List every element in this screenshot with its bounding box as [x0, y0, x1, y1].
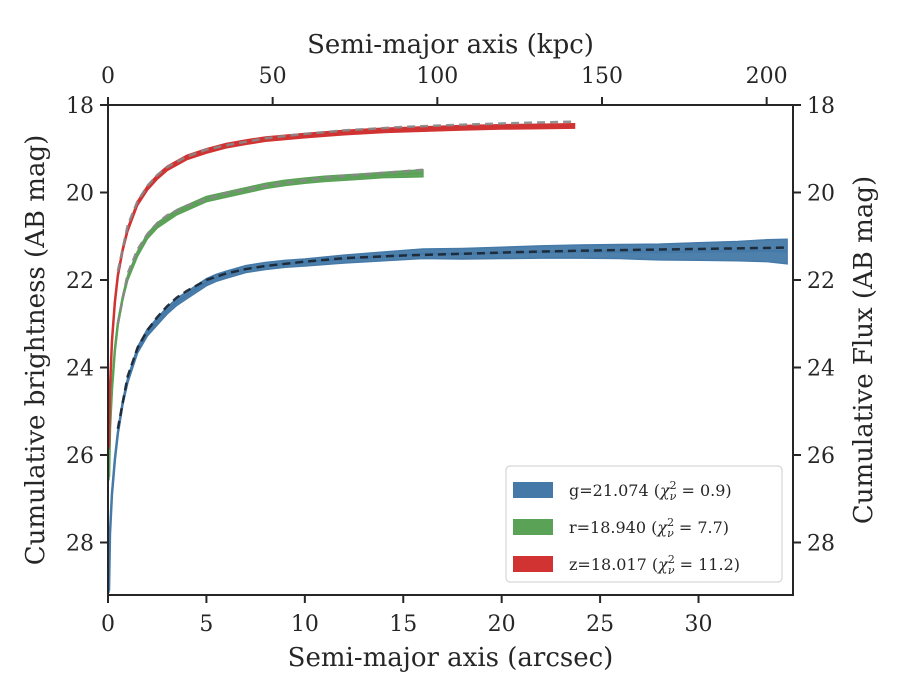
y2-tick-label: 24 — [807, 357, 835, 382]
series-0 — [108, 238, 788, 593]
legend-label: r=18.940 (χ2 ν = 7.7) — [569, 516, 729, 540]
x2-tick-label: 0 — [101, 64, 115, 89]
plot-frame — [107, 104, 794, 596]
y-tick-label: 24 — [66, 357, 94, 382]
legend-swatch — [513, 556, 553, 572]
x-axis-title: Semi-major axis (arcsec) — [288, 643, 614, 673]
x-tick-label: 15 — [389, 612, 417, 637]
y2-tick-label: 20 — [807, 182, 835, 207]
series-fit-line — [116, 168, 424, 324]
series-1 — [108, 168, 424, 481]
series-band — [108, 123, 576, 450]
y2-tick-label: 18 — [807, 94, 835, 119]
y-tick-label: 22 — [66, 269, 94, 294]
x-tick-label: 0 — [101, 612, 115, 637]
plot-series — [108, 120, 788, 593]
series-fit-line — [116, 120, 575, 272]
y-tick-label: 26 — [66, 444, 94, 469]
x2-tick-label: 200 — [746, 64, 788, 89]
legend-swatch — [513, 482, 553, 498]
series-band — [108, 238, 788, 593]
y-axis-title: Cumulative brightness (AB mag) — [21, 135, 51, 566]
y-tick-label: 18 — [66, 94, 94, 119]
legend-box — [505, 465, 783, 583]
x-tick-label: 25 — [586, 612, 614, 637]
series-2 — [108, 120, 576, 450]
legend-label: g=21.074 (χ2 ν = 0.9) — [569, 479, 732, 503]
series-line — [108, 124, 575, 447]
x-tick-label: 20 — [488, 612, 516, 637]
x-tick-label: 10 — [291, 612, 319, 637]
legend: g=21.074 (χ2 ν = 0.9) r=18.940 (χ2 ν = 7.7)… — [505, 465, 783, 583]
legend-swatch — [513, 519, 553, 535]
series-fit-line — [116, 246, 788, 429]
y-tick-label: 20 — [66, 182, 94, 207]
x2-tick-label: 50 — [259, 64, 287, 89]
y2-tick-label: 22 — [807, 269, 835, 294]
x2-axis-title: Semi-major axis (kpc) — [307, 30, 594, 60]
y-tick-label: 28 — [66, 532, 94, 557]
x-tick-label: 30 — [685, 612, 713, 637]
y2-axis-title: Cumulative Flux (AB mag) — [849, 176, 879, 524]
y2-tick-label: 26 — [807, 444, 835, 469]
axis-ticks: 0 5 10 15 20 25 30 0 50 100 150 200 18 18 20 20 22 22 24 24… — [66, 64, 835, 637]
series-band — [108, 168, 424, 481]
x2-tick-label: 150 — [581, 64, 623, 89]
x-tick-label: 5 — [199, 612, 213, 637]
legend-label: z=18.017 (χ2 ν = 11.2) — [569, 553, 740, 577]
x2-tick-label: 100 — [416, 64, 458, 89]
y2-tick-label: 28 — [807, 532, 835, 557]
